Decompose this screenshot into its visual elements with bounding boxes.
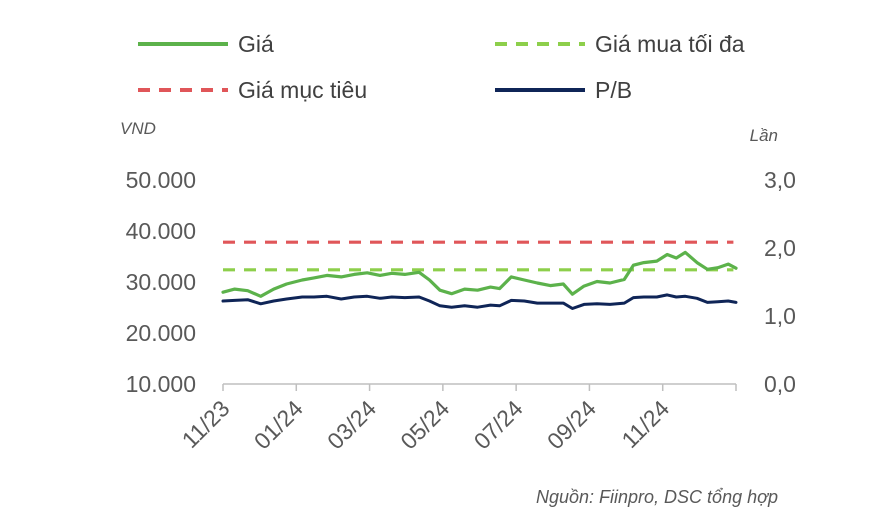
legend: Giá Giá mua tối đa Giá mục tiêu P/B — [138, 31, 745, 103]
right-tick-label: 1,0 — [764, 303, 796, 329]
right-axis-ticks: 3,0 2,0 1,0 0,0 — [764, 167, 796, 397]
x-tick-label: 11/23 — [177, 395, 235, 453]
left-axis-unit: VND — [120, 119, 156, 138]
right-axis-unit: Lần — [750, 126, 778, 145]
x-axis: 11/23 01/24 03/24 05/24 07/24 09/24 11/24 — [177, 383, 737, 454]
left-axis-ticks: 50.000 40.000 30.000 20.000 10.000 — [126, 167, 196, 397]
source-note: Nguồn: Fiinpro, DSC tổng hợp — [536, 487, 778, 507]
legend-item-target-price: Giá mục tiêu — [138, 77, 367, 103]
legend-item-max-buy-price: Giá mua tối đa — [495, 31, 745, 57]
x-tick-label: 07/24 — [469, 395, 528, 454]
right-tick-label: 3,0 — [764, 167, 796, 193]
series-line-pb — [221, 293, 738, 310]
series-line-price — [221, 250, 738, 298]
right-tick-label: 0,0 — [764, 371, 796, 397]
left-tick-label: 40.000 — [126, 218, 196, 244]
x-tick-label: 09/24 — [542, 395, 601, 454]
legend-label-pb: P/B — [595, 77, 632, 103]
legend-label-max-buy-price: Giá mua tối đa — [595, 31, 745, 57]
legend-label-target-price: Giá mục tiêu — [238, 77, 367, 103]
legend-label-price: Giá — [238, 31, 274, 57]
x-tick-label: 03/24 — [322, 395, 381, 454]
left-tick-label: 50.000 — [126, 167, 196, 193]
series-layer — [221, 240, 738, 310]
legend-item-pb: P/B — [495, 77, 632, 103]
x-tick-label: 01/24 — [249, 395, 308, 454]
right-tick-label: 2,0 — [764, 235, 796, 261]
x-tick-label: 05/24 — [395, 395, 454, 454]
legend-item-price: Giá — [138, 31, 274, 57]
left-tick-label: 10.000 — [126, 371, 196, 397]
left-tick-label: 20.000 — [126, 320, 196, 346]
left-tick-label: 30.000 — [126, 269, 196, 295]
x-tick-label: 11/24 — [616, 395, 674, 453]
